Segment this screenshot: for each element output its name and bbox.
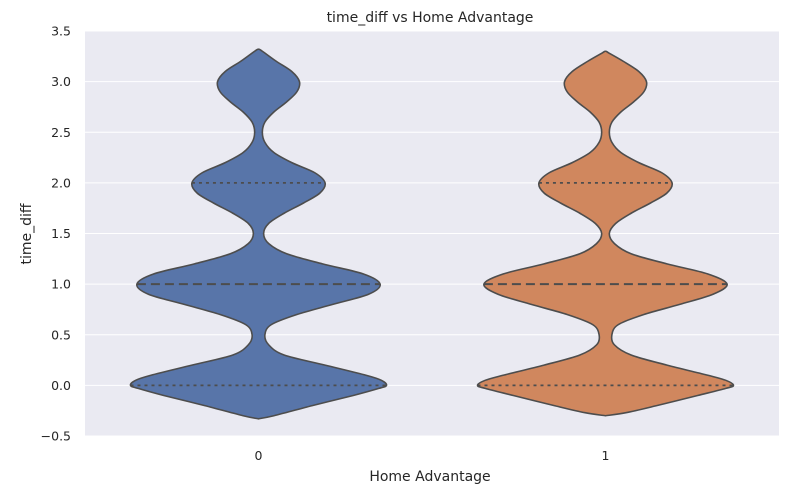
y-tick-label: 2.0 <box>51 175 71 190</box>
violin-body <box>476 50 735 417</box>
violin-0 <box>129 48 388 420</box>
violin-1 <box>476 50 735 417</box>
y-tick-label: 1.0 <box>51 277 71 292</box>
x-tick-label: 0 <box>255 448 263 463</box>
violin-body <box>129 48 388 420</box>
y-axis-label: time_diff <box>19 203 35 264</box>
x-tick-label: 1 <box>602 448 610 463</box>
y-tick-label: 1.5 <box>51 226 71 241</box>
y-tick-label: 2.5 <box>51 125 71 140</box>
violins <box>129 48 735 420</box>
y-tick-labels: −0.5 0.0 0.5 1.0 1.5 2.0 2.5 3.0 3.5 <box>41 24 71 444</box>
y-tick-label: 0.5 <box>51 327 71 342</box>
y-tick-label: 3.0 <box>51 74 71 89</box>
y-tick-label: 3.5 <box>51 24 71 39</box>
y-tick-label: −0.5 <box>41 429 71 444</box>
y-tick-label: 0.0 <box>51 378 71 393</box>
x-axis-label: Home Advantage <box>369 469 490 485</box>
chart-title: time_diff vs Home Advantage <box>327 10 534 26</box>
